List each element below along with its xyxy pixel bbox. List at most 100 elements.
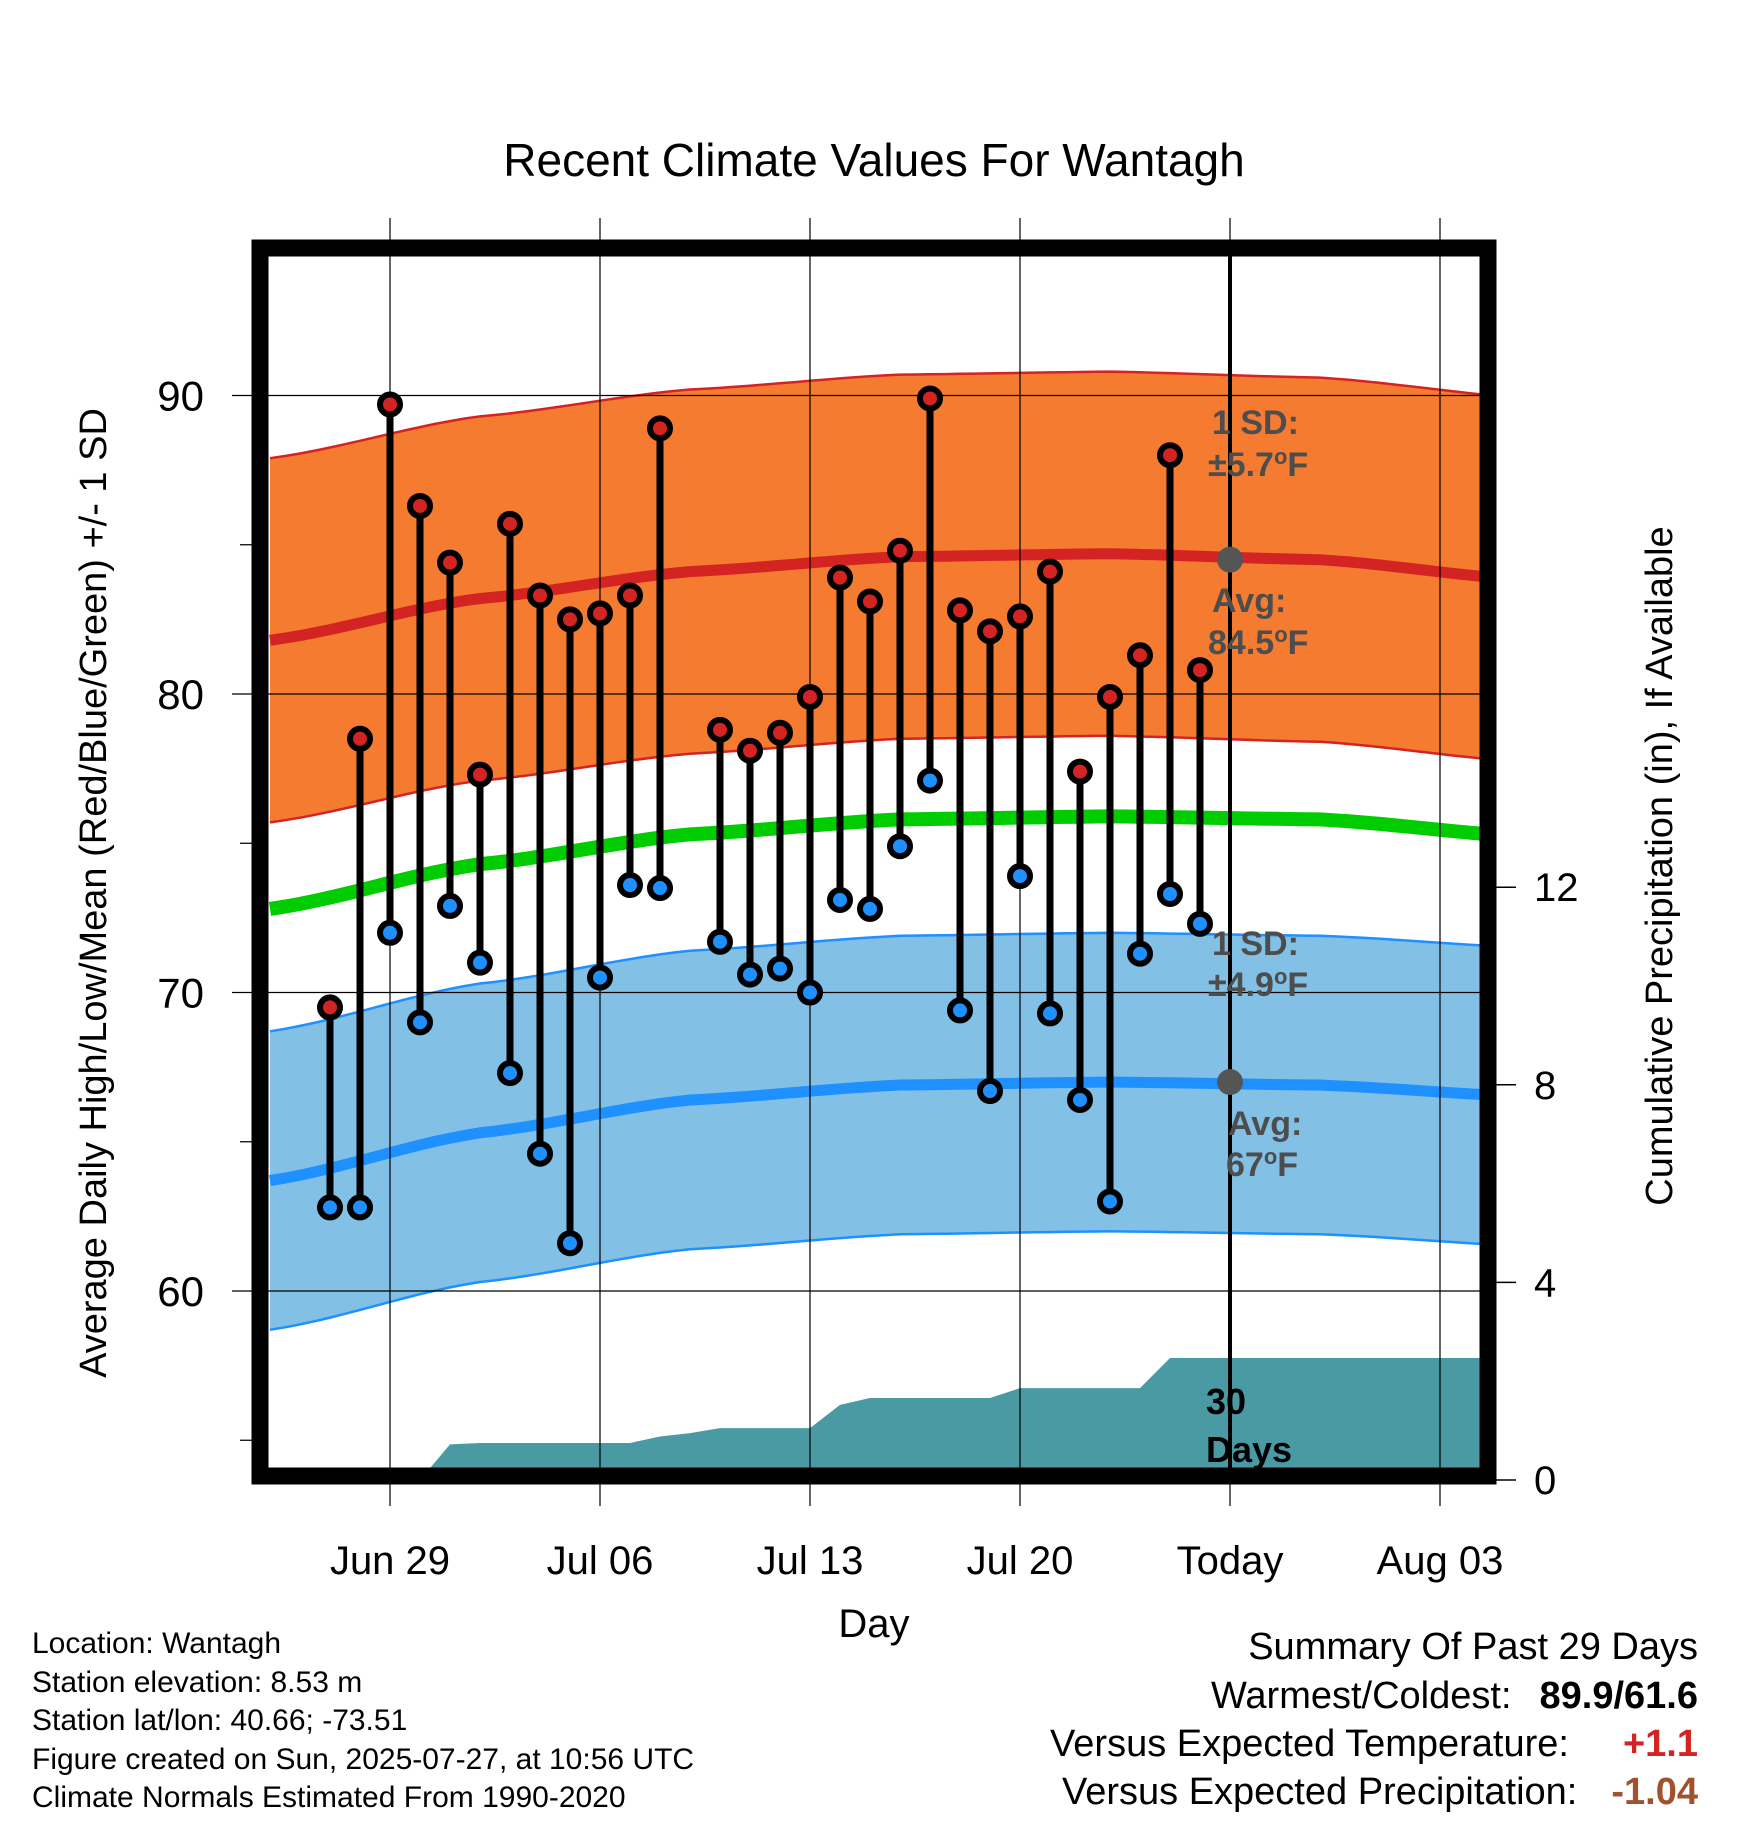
obs-high-point <box>1097 683 1123 710</box>
y-left-tick-label: 70 <box>157 970 204 1017</box>
y-left-tick-label: 60 <box>157 1268 204 1315</box>
obs-high-point <box>317 994 343 1021</box>
obs-high-point <box>347 725 373 752</box>
obs-low-point <box>707 928 733 955</box>
obs-high-point <box>1007 603 1033 630</box>
location-text: Location: Wantagh <box>32 1627 282 1660</box>
obs-high-point <box>437 549 463 576</box>
obs-high-point <box>1067 758 1093 785</box>
obs-high-point <box>797 683 823 710</box>
obs-low-point <box>1097 1188 1123 1215</box>
y-left-tick-label: 90 <box>157 373 204 420</box>
obs-high-point <box>557 606 583 633</box>
obs-low-point <box>977 1078 1003 1105</box>
obs-low-point <box>377 919 403 946</box>
created-text: Figure created on Sun, 2025-07-27, at 10… <box>32 1742 695 1776</box>
obs-low-point <box>317 1194 343 1221</box>
x-tick-label: Jul 13 <box>757 1539 864 1583</box>
chart-title: Recent Climate Values For Wantagh <box>503 134 1244 186</box>
precip-area <box>423 1358 1488 1476</box>
station-info: Location: Wantagh Station elevation: 8.5… <box>32 1625 694 1818</box>
obs-low-point <box>1157 880 1183 907</box>
obs-high-point <box>887 537 913 564</box>
obs-high-point <box>497 510 523 537</box>
obs-high-point <box>1157 442 1183 469</box>
y-axis-left-label: Average Daily High/Low/Mean (Red/Blue/Gr… <box>73 408 115 1378</box>
obs-low-point <box>1127 940 1153 967</box>
high-band-upper-edge <box>269 370 1488 460</box>
low-sd-value: ±4.9oF <box>1208 964 1308 1005</box>
high-avg-value: 84.5oF <box>1208 622 1308 663</box>
elevation-text: Station elevation: 8.53 m <box>32 1665 363 1699</box>
plot-area: 0 4 8 12 60 70 80 90 Jun 29 Jul 06 Jul 13 Jul 20 Tod… <box>157 218 1579 1583</box>
obs-high-point <box>407 492 433 519</box>
normal-low-line <box>269 1076 1488 1187</box>
low-band-upper-edge <box>269 931 1488 1033</box>
precip-label: Versus Expected Precipitation: <box>1061 1771 1578 1813</box>
obs-high-point <box>617 582 643 609</box>
days-label-line2: Days <box>1206 1429 1292 1470</box>
obs-low-point <box>947 997 973 1024</box>
y-right-tick-label: 12 <box>1534 866 1579 910</box>
x-tick-label: Jul 20 <box>967 1539 1074 1583</box>
low-avg-label: Avg: <box>1228 1105 1302 1143</box>
obs-low-point <box>737 961 763 988</box>
precip-value: -1.04 <box>1611 1771 1698 1813</box>
warm-cold-value: 89.9/61.6 <box>1539 1675 1698 1717</box>
obs-low-point <box>617 872 643 899</box>
temp-label: Versus Expected Temperature: <box>1050 1723 1569 1765</box>
summary-temp: Versus Expected Temperature: +1.1 <box>1050 1720 1698 1768</box>
temp-value: +1.1 <box>1622 1723 1698 1765</box>
obs-low-point <box>767 955 793 982</box>
obs-low-point <box>557 1230 583 1257</box>
obs-high-point <box>1037 558 1063 585</box>
obs-low-point <box>827 886 853 913</box>
today-high-avg-marker <box>1217 546 1243 573</box>
x-tick-label: Aug 03 <box>1377 1539 1504 1583</box>
y-right-tick-label: 0 <box>1534 1459 1556 1503</box>
obs-low-point <box>1067 1086 1093 1113</box>
low-avg-value: 67oF <box>1226 1144 1298 1185</box>
obs-low-point <box>497 1060 523 1087</box>
today-low-avg-marker <box>1217 1069 1243 1096</box>
summary-title: Summary Of Past 29 Days <box>1248 1626 1698 1668</box>
obs-high-point <box>767 719 793 746</box>
low-sd-label: 1 SD: <box>1212 925 1299 963</box>
y-right-tick-label: 8 <box>1534 1064 1556 1108</box>
obs-low-point <box>857 895 883 922</box>
obs-high-point <box>527 582 553 609</box>
x-tick-label: Jul 06 <box>547 1539 654 1583</box>
x-tick-label: Jun 29 <box>330 1539 450 1583</box>
obs-high-point <box>707 716 733 743</box>
obs-high-point <box>977 618 1003 645</box>
obs-high-point <box>947 597 973 624</box>
obs-high-point <box>1127 642 1153 669</box>
obs-high-point <box>737 737 763 764</box>
obs-low-point <box>437 892 463 919</box>
obs-low-point <box>1037 1000 1063 1027</box>
low-sd-band <box>270 932 1488 1330</box>
summary-precip: Versus Expected Precipitation: -1.04 <box>1050 1768 1698 1816</box>
obs-high-point <box>587 600 613 627</box>
obs-low-point <box>797 979 823 1006</box>
obs-low-point <box>527 1140 553 1167</box>
high-sd-value: ±5.7oF <box>1208 444 1308 485</box>
obs-high-point <box>857 588 883 615</box>
y-left-tick-label: 80 <box>157 671 204 718</box>
obs-low-point <box>647 875 673 902</box>
x-axis-label: Day <box>838 1602 909 1646</box>
plot-frame <box>251 239 1497 1485</box>
high-avg-label: Avg: <box>1212 582 1286 620</box>
obs-low-point <box>587 964 613 991</box>
obs-low-point <box>1007 863 1033 890</box>
obs-high-point <box>1187 657 1213 684</box>
latlon-text: Station lat/lon: 40.66; -73.51 <box>32 1704 408 1737</box>
obs-high-point <box>827 564 853 591</box>
y-axis-right-label: Cumulative Precipitation (in), If Availa… <box>1639 526 1681 1205</box>
summary-panel: Summary Of Past 29 Days Warmest/Coldest:… <box>1050 1622 1698 1816</box>
obs-low-point <box>347 1194 373 1221</box>
days-label-line1: 30 <box>1206 1381 1246 1422</box>
obs-high-point <box>467 761 493 788</box>
obs-high-point <box>377 391 403 418</box>
